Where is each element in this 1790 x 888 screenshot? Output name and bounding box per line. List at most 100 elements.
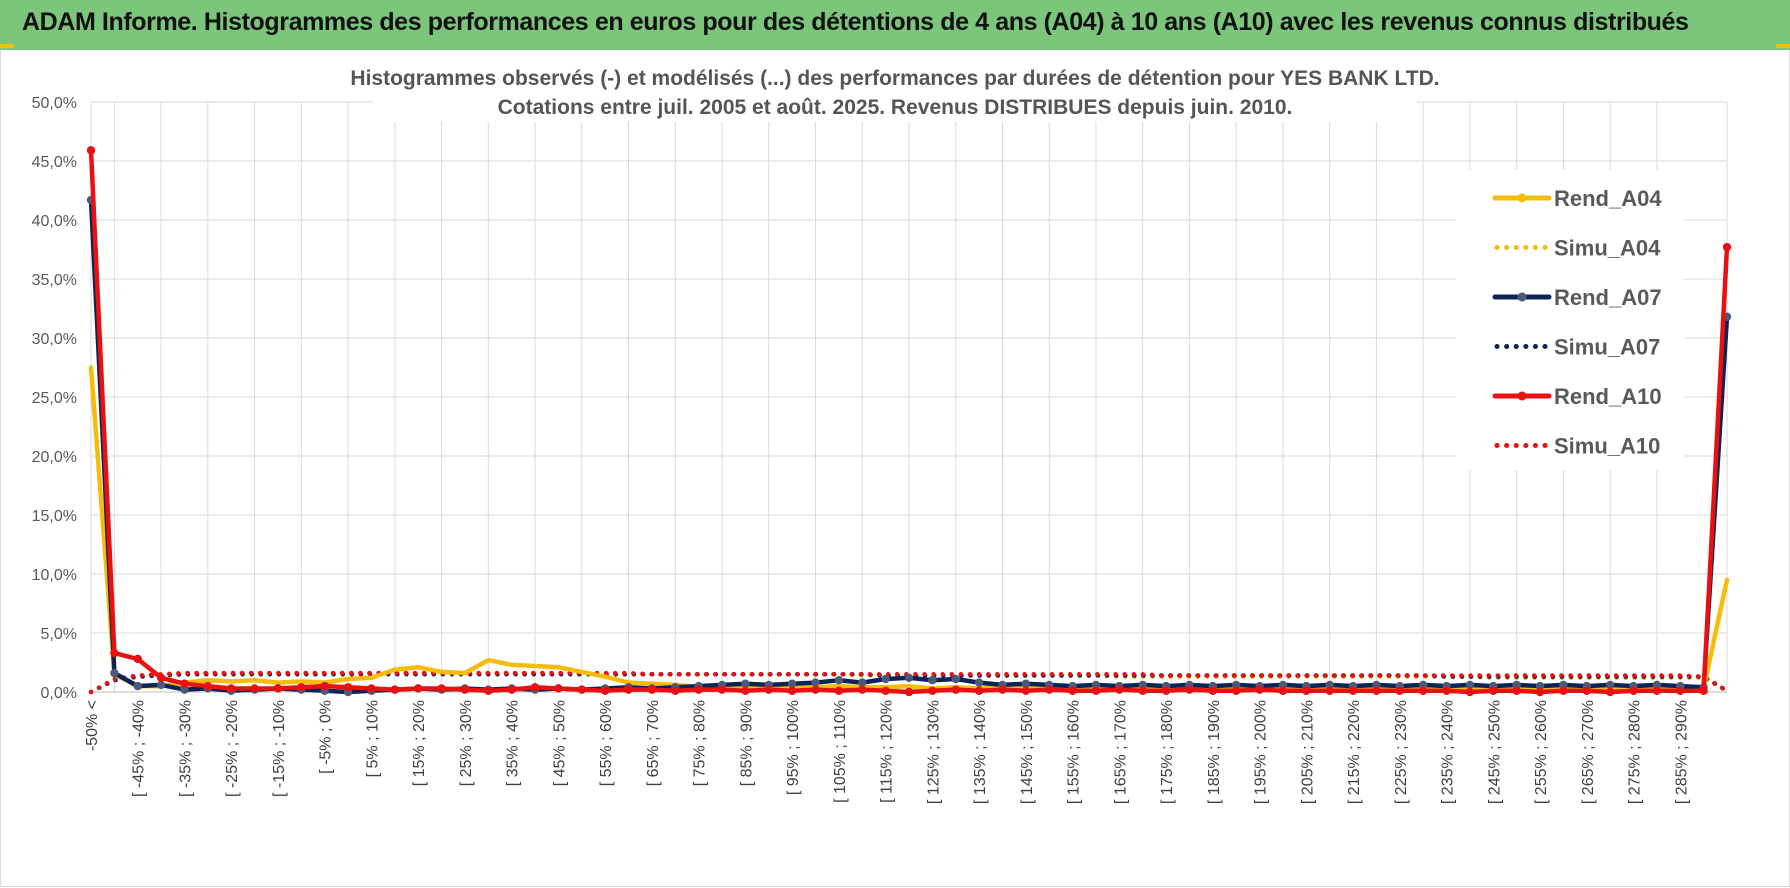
data-point-Rend_A10 [273,684,283,693]
data-point-Rend_A10 [858,685,867,694]
data-point-Rend_A10 [1418,686,1428,696]
header-bar: ADAM Informe. Histogrammes des performan… [0,0,1790,50]
data-point-Rend_A10 [367,684,376,693]
data-point-Rend_A10 [133,654,142,664]
x-tick-label: [ 195% ; 200% [1253,700,1270,804]
data-point-Rend_A10 [414,684,423,693]
y-tick-label: 30,0% [32,331,77,348]
x-tick-label: [ 135% ; 140% [972,700,989,804]
data-point-Rend_A07 [110,668,119,678]
data-point-Rend_A07 [1535,681,1545,691]
data-point-Rend_A10 [1512,686,1521,696]
x-tick-label: [ 45% ; 50% [551,700,568,786]
data-point-Rend_A10 [787,686,797,696]
data-point-Rend_A10 [156,673,166,683]
x-tick-label: [ -15% ; -10% [271,700,288,797]
data-point-Rend_A07 [1512,680,1521,690]
x-axis: -50% < [ -45% ; -40% [ -35% ; -30% [ -25% ;… [84,691,1727,804]
data-point-Rend_A07 [1605,680,1615,690]
x-tick-label: [ 265% ; 270% [1580,700,1597,804]
header-accent-right [1776,44,1790,48]
x-tick-label: [ -35% ; -30% [177,700,194,797]
data-point-Rend_A10 [1676,686,1685,696]
x-tick-label: [ 225% ; 230% [1393,700,1410,804]
x-tick-label: [ 75% ; 80% [692,700,709,786]
data-point-Rend_A10 [881,686,890,696]
data-point-Rend_A07 [1372,680,1381,690]
data-point-Rend_A10 [998,685,1007,694]
data-point-Rend_A10 [1372,686,1381,696]
data-point-Rend_A07 [858,678,867,687]
x-tick-label: [ 65% ; 70% [645,700,662,786]
data-point-Rend_A07 [1325,680,1334,690]
header-title: ADAM Informe. Histogrammes des performan… [22,8,1689,36]
y-tick-label: 5,0% [41,626,77,643]
data-point-Rend_A07 [741,679,750,688]
y-tick-label: 45,0% [32,154,77,171]
data-point-Rend_A10 [250,684,259,693]
data-point-Rend_A10 [1489,686,1498,696]
legend-label-Simu_A04: Simu_A04 [1554,236,1661,261]
data-point-Rend_A10 [390,685,400,694]
data-point-Rend_A07 [133,681,142,691]
data-point-Rend_A10 [1255,685,1264,694]
data-point-Rend_A10 [1629,686,1638,696]
legend-label-Rend_A04: Rend_A04 [1554,186,1662,211]
x-tick-label: [ -45% ; -40% [131,700,148,797]
x-tick-label: [ 25% ; 30% [458,700,475,786]
series-line-Simu_A10 [88,670,1730,695]
data-point-Rend_A10 [1325,686,1334,696]
data-point-Rend_A10 [1232,686,1241,696]
x-tick-label: [ 245% ; 250% [1486,700,1503,804]
y-tick-label: 15,0% [32,508,77,525]
x-tick-label: [ -25% ; -20% [224,700,241,797]
data-point-Rend_A10 [741,686,750,696]
data-point-Rend_A07 [1652,680,1662,690]
data-point-Rend_A10 [507,685,516,694]
legend-marker-Rend_A04 [1517,193,1527,203]
data-point-Rend_A10 [647,685,657,694]
y-tick-label: 10,0% [32,567,77,584]
data-point-Rend_A10 [811,685,820,694]
data-point-Rend_A07 [881,674,890,684]
x-tick-label: [ 115% ; 120% [879,700,896,803]
x-tick-label: [ 145% ; 150% [1019,700,1036,804]
data-point-Rend_A10 [437,684,446,693]
data-point-Rend_A10 [1278,686,1288,696]
data-point-Rend_A10 [1138,686,1147,696]
chart-frame: Histogrammes observés (-) et modélisés (… [0,50,1790,887]
data-point-Rend_A07 [928,676,937,685]
data-point-Rend_A10 [530,683,540,692]
data-point-Rend_A10 [110,648,119,658]
data-point-Rend_A10 [554,684,563,693]
x-tick-label: [ 185% ; 190% [1206,700,1223,804]
data-point-Rend_A10 [180,679,189,688]
data-point-Rend_A10 [1115,685,1124,694]
data-point-Rend_A10 [1021,686,1031,696]
data-point-Rend_A10 [764,685,773,694]
x-tick-label: [ 155% ; 160% [1066,700,1083,804]
y-axis: 0,0% 5,0% 10,0% 15,0% 20,0% 25,0% 30,0% 35,0% 40… [32,95,77,702]
data-point-Rend_A10 [1091,686,1101,696]
x-tick-label: -50% < [84,700,101,751]
legend-label-Simu_A07: Simu_A07 [1554,335,1660,360]
data-point-Rend_A07 [180,685,189,694]
data-point-Rend_A10 [1208,686,1218,696]
data-point-Rend_A10 [904,687,914,697]
data-point-Rend_A10 [694,685,703,694]
data-point-Rend_A10 [1161,686,1171,696]
data-point-Rend_A10 [600,686,610,696]
chart: Histogrammes observés (-) et modélisés (… [32,58,1732,804]
data-point-Rend_A10 [834,686,844,696]
data-point-Rend_A07 [1559,680,1568,690]
x-tick-label: [ 285% ; 290% [1673,700,1690,804]
header-accent-left [0,44,14,48]
legend-label-Rend_A07: Rend_A07 [1554,285,1662,310]
data-point-Rend_A10 [974,686,984,696]
data-point-Rend_A10 [1348,686,1358,696]
data-point-Rend_A10 [577,685,586,694]
data-point-Rend_A10 [1605,687,1615,697]
data-point-Rend_A10 [717,685,727,694]
data-point-Rend_A07 [1465,680,1475,690]
series-line-Rend_A04 [88,365,1730,691]
